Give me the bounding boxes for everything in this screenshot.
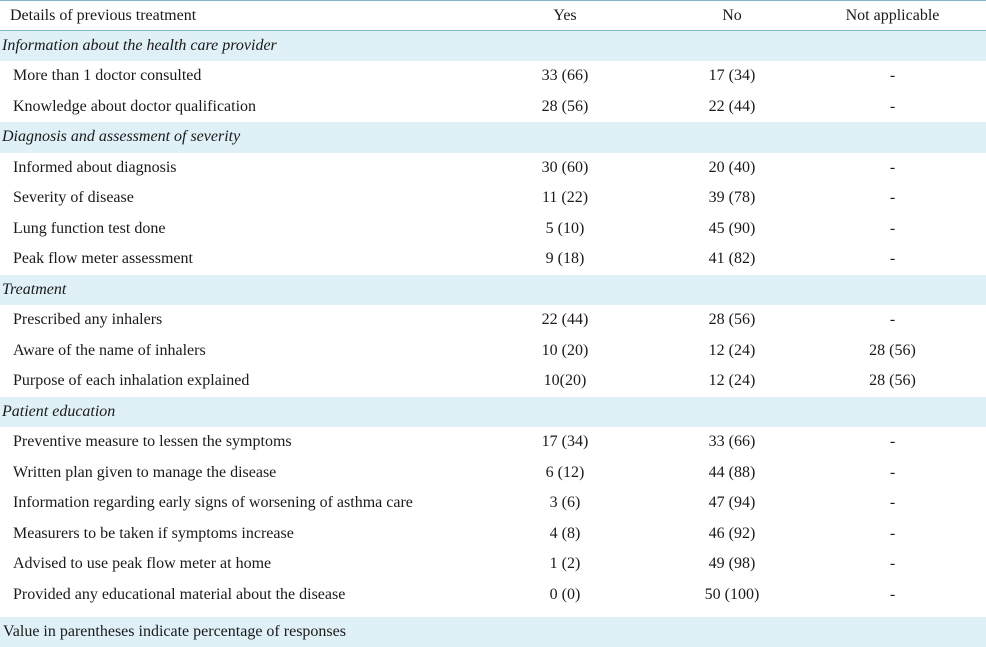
section-row: Information about the health care provid… [0,30,986,61]
cell-no: 20 (40) [708,158,756,176]
table-header-row: Details of previous treatment Yes No Not… [0,0,986,31]
row-label: Severity of disease [13,189,134,207]
table-row: Knowledge about doctor qualification 28 (… [0,92,986,123]
row-label: Informed about diagnosis [13,158,177,176]
cell-yes: 5 (10) [545,219,585,237]
cell-no: 46 (92) [708,524,756,542]
cell-yes: 10 (20) [541,341,589,359]
cell-not-applicable: - [889,158,896,176]
row-label: More than 1 doctor consulted [13,67,202,85]
cell-no: 39 (78) [708,189,756,207]
section-title: Information about the health care provid… [0,30,986,61]
cell-not-applicable: - [889,250,896,268]
cell-no: 33 (66) [708,433,756,451]
section-row: Patient education [0,396,986,427]
cell-yes: 17 (34) [541,433,589,451]
header-yes: Yes [465,0,665,31]
table-row: Peak flow meter assessment 9 (18) 41 (82) - [0,244,986,275]
row-label: Aware of the name of inhalers [13,341,206,359]
cell-no: 12 (24) [708,372,756,390]
cell-not-applicable: - [889,494,896,512]
cell-not-applicable: - [889,97,896,115]
cell-not-applicable: - [889,219,896,237]
header-not-applicable: Not applicable [799,0,986,31]
cell-not-applicable: - [889,524,896,542]
table-row: Severity of disease 11 (22) 39 (78) - [0,183,986,214]
row-label: Information regarding early signs of wor… [13,494,413,512]
section-title: Treatment [0,274,986,305]
cell-no: 28 (56) [708,311,756,329]
cell-yes: 4 (8) [549,524,581,542]
row-label: Preventive measure to lessen the symptom… [13,433,292,451]
cell-yes: 1 (2) [549,555,581,573]
table-row: Lung function test done 5 (10) 45 (90) - [0,214,986,245]
cell-yes: 6 (12) [545,463,585,481]
row-label: Prescribed any inhalers [13,311,163,329]
section-row: Diagnosis and assessment of severity [0,122,986,153]
cell-not-applicable: - [889,463,896,481]
table-row: Purpose of each inhalation explained 10(2… [0,366,986,397]
table-row: Written plan given to manage the disease… [0,458,986,489]
cell-no: 47 (94) [708,494,756,512]
cell-no: 49 (98) [708,555,756,573]
row-label: Measurers to be taken if symptoms increa… [13,524,294,542]
table-row: Prescribed any inhalers 22 (44) 28 (56) - [0,305,986,336]
cell-not-applicable: - [889,67,896,85]
previous-treatment-table: Details of previous treatment Yes No Not… [0,0,986,611]
cell-not-applicable: - [889,585,896,603]
cell-yes: 0 (0) [549,585,581,603]
cell-no: 17 (34) [708,67,756,85]
cell-not-applicable: - [889,189,896,207]
table-row: Measurers to be taken if symptoms increa… [0,519,986,550]
header-details: Details of previous treatment [0,0,465,31]
row-label: Lung function test done [13,219,166,237]
cell-yes: 3 (6) [549,494,581,512]
cell-no: 50 (100) [704,585,760,603]
table-row: More than 1 doctor consulted 33 (66) 17 (3… [0,61,986,92]
cell-yes: 30 (60) [541,158,589,176]
table-body: Information about the health care provid… [0,30,986,611]
cell-no: 22 (44) [708,97,756,115]
table-row: Information regarding early signs of wor… [0,488,986,519]
table-footnote: Value in parentheses indicate percentage… [0,617,986,647]
row-label: Peak flow meter assessment [13,250,193,268]
row-label: Purpose of each inhalation explained [13,372,250,390]
section-title: Diagnosis and assessment of severity [0,122,986,153]
header-no: No [665,0,799,31]
cell-not-applicable: - [889,433,896,451]
cell-no: 44 (88) [708,463,756,481]
cell-not-applicable: 28 (56) [869,372,916,390]
row-label: Advised to use peak flow meter at home [13,555,272,573]
table-row: Informed about diagnosis 30 (60) 20 (40) - [0,153,986,184]
cell-not-applicable: 28 (56) [869,341,916,359]
cell-no: 41 (82) [708,250,756,268]
cell-yes: 10(20) [543,372,587,390]
cell-no: 12 (24) [708,341,756,359]
cell-yes: 22 (44) [541,311,589,329]
table-row: Aware of the name of inhalers 10 (20) 12 (… [0,336,986,367]
table-row: Preventive measure to lessen the symptom… [0,427,986,458]
row-label: Provided any educational material about … [13,585,346,603]
table-row: Provided any educational material about … [0,580,986,611]
cell-yes: 28 (56) [541,97,589,115]
cell-no: 45 (90) [708,219,756,237]
cell-not-applicable: - [889,555,896,573]
section-row: Treatment [0,274,986,305]
table-row: Advised to use peak flow meter at home 1 … [0,549,986,580]
row-label: Written plan given to manage the disease [13,463,277,481]
section-title: Patient education [0,396,986,427]
cell-yes: 9 (18) [545,250,585,268]
cell-not-applicable: - [889,311,896,329]
row-label: Knowledge about doctor qualification [13,97,257,115]
cell-yes: 33 (66) [541,67,589,85]
cell-yes: 11 (22) [541,189,589,207]
